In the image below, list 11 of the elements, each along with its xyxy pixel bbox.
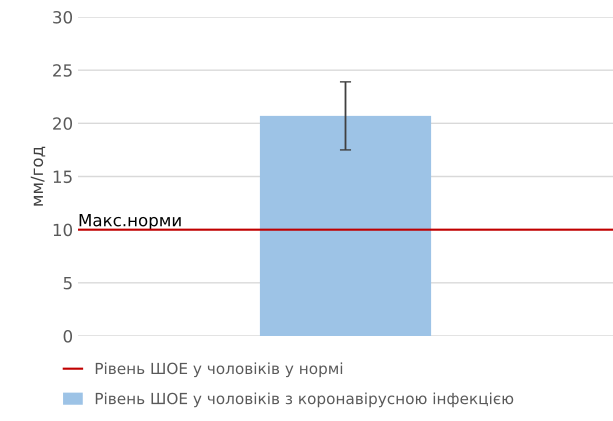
y-axis-title: мм/год (30, 146, 46, 206)
legend-label: Рівень ШОЕ у чоловіків з коронавірусною інфекцією (96, 392, 514, 408)
y-tick-label: 15 (54, 170, 72, 184)
y-tick-label: 0 (64, 330, 72, 343)
ref-line-label: Макс.норми (80, 214, 181, 230)
y-tick-label: 10 (54, 224, 72, 236)
y-tick-label: 5 (64, 277, 72, 290)
text: Рівень ШОЕ у чоловіків у нормі (96, 362, 342, 378)
y-tick-label: 30 (53, 10, 72, 24)
y-tick-label: 25 (53, 64, 72, 77)
y-tick-label: 20 (53, 117, 72, 130)
